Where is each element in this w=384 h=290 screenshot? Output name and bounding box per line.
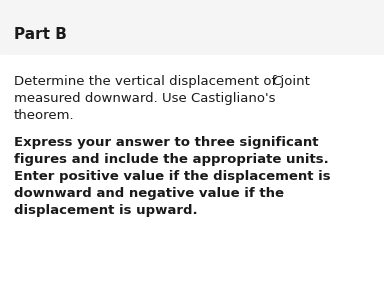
Bar — [0, 55, 384, 290]
Text: Determine the vertical displacement of joint: Determine the vertical displacement of j… — [14, 75, 314, 88]
Text: Enter positive value if the displacement is: Enter positive value if the displacement… — [14, 170, 331, 183]
Text: measured downward. Use Castigliano's: measured downward. Use Castigliano's — [14, 92, 275, 105]
Text: Express your answer to three significant: Express your answer to three significant — [14, 136, 318, 149]
Text: downward and negative value if the: downward and negative value if the — [14, 187, 284, 200]
Text: theorem.: theorem. — [14, 109, 74, 122]
Text: C: C — [273, 75, 282, 88]
Bar — [0, 0, 384, 55]
Text: displacement is upward.: displacement is upward. — [14, 204, 198, 217]
Text: figures and include the appropriate units.: figures and include the appropriate unit… — [14, 153, 329, 166]
Text: Part B: Part B — [14, 27, 67, 41]
